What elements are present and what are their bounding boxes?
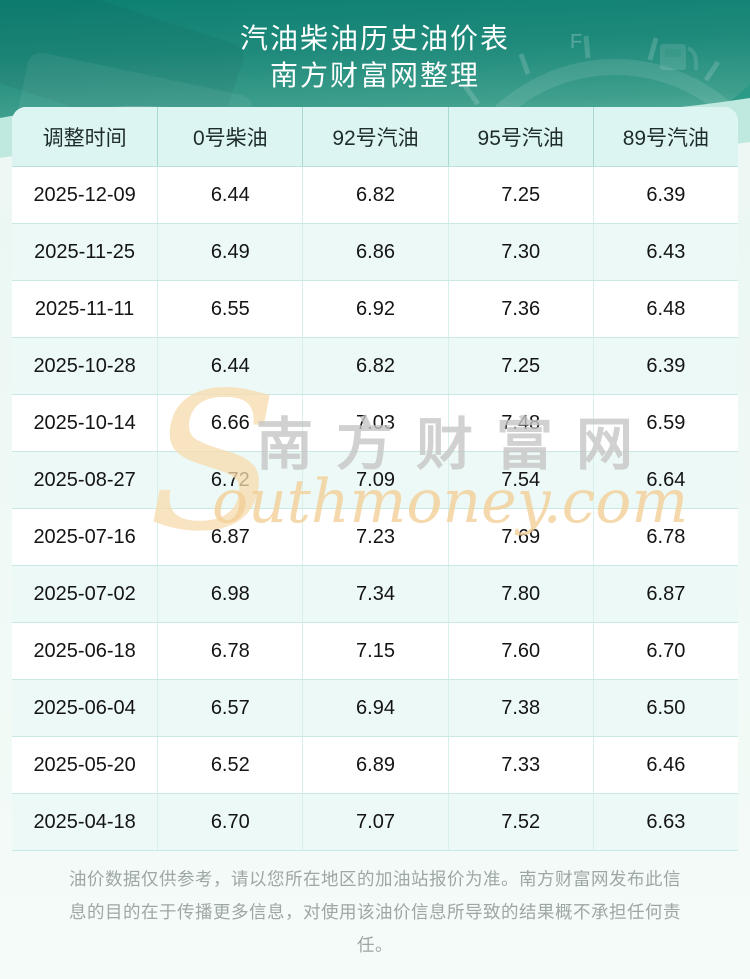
cell-price: 7.60: [447, 623, 593, 679]
cell-price: 7.33: [447, 737, 593, 793]
cell-price: 6.39: [592, 338, 738, 394]
column-header-gas89: 89号汽油: [592, 107, 738, 166]
cell-price: 6.63: [592, 794, 738, 850]
cell-price: 7.03: [302, 395, 447, 451]
cell-price: 6.70: [592, 623, 738, 679]
cell-price: 7.09: [302, 452, 447, 508]
cell-price: 6.92: [302, 281, 447, 337]
cell-price: 6.98: [157, 566, 302, 622]
cell-date: 2025-07-16: [33, 525, 136, 548]
disclaimer-text: 油价数据仅供参考，请以您所在地区的加油站报价为准。南方财富网发布此信息的目的在于…: [69, 869, 681, 955]
cell-price: 6.78: [592, 509, 738, 565]
table-row: 2025-11-25 6.49 6.86 7.30 6.43: [12, 224, 738, 281]
table-row: 2025-04-18 6.70 7.07 7.52 6.63: [12, 794, 738, 851]
table-row: 2025-10-14 6.66 7.03 7.48 6.59: [12, 395, 738, 452]
cell-price: 7.36: [447, 281, 593, 337]
cell-date: 2025-04-18: [33, 810, 136, 833]
cell-price: 7.25: [447, 167, 593, 223]
cell-date: 2025-12-09: [33, 183, 136, 206]
cell-price: 6.49: [157, 224, 302, 280]
cell-price: 7.07: [302, 794, 447, 850]
table-row: 2025-07-16 6.87 7.23 7.69 6.78: [12, 509, 738, 566]
cell-price: 6.70: [157, 794, 302, 850]
cell-price: 7.80: [447, 566, 593, 622]
cell-price: 6.48: [592, 281, 738, 337]
table-row: 2025-07-02 6.98 7.34 7.80 6.87: [12, 566, 738, 623]
table-header-row: 调整时间 0号柴油 92号汽油 95号汽油 89号汽油: [12, 107, 738, 167]
cell-price: 7.30: [447, 224, 593, 280]
cell-price: 7.54: [447, 452, 593, 508]
cell-price: 6.55: [157, 281, 302, 337]
table-row: 2025-08-27 6.72 7.09 7.54 6.64: [12, 452, 738, 509]
price-table: 调整时间 0号柴油 92号汽油 95号汽油 89号汽油 2025-12-09 6…: [12, 107, 738, 851]
cell-date: 2025-06-18: [33, 639, 136, 662]
column-header-diesel0: 0号柴油: [157, 107, 303, 166]
cell-price: 7.25: [447, 338, 593, 394]
cell-date: 2025-07-02: [33, 582, 136, 605]
table-row: 2025-05-20 6.52 6.89 7.33 6.46: [12, 737, 738, 794]
table-row: 2025-10-28 6.44 6.82 7.25 6.39: [12, 338, 738, 395]
table-body: 2025-12-09 6.44 6.82 7.25 6.39 2025-11-2…: [12, 167, 738, 851]
cell-price: 6.59: [592, 395, 738, 451]
cell-price: 7.34: [302, 566, 447, 622]
cell-price: 6.46: [592, 737, 738, 793]
cell-price: 6.44: [157, 338, 302, 394]
cell-price: 6.82: [302, 338, 447, 394]
cell-price: 6.52: [157, 737, 302, 793]
cell-price: 6.64: [592, 452, 738, 508]
svg-text:F: F: [570, 31, 582, 53]
cell-price: 6.43: [592, 224, 738, 280]
column-header-gas92: 92号汽油: [302, 107, 448, 166]
cell-price: 6.66: [157, 395, 302, 451]
cell-date: 2025-11-11: [34, 297, 135, 320]
page-subtitle: 南方财富网整理: [269, 60, 480, 91]
cell-date: 2025-06-04: [33, 696, 136, 719]
cell-price: 6.44: [157, 167, 302, 223]
column-header-date: 调整时间: [12, 107, 158, 166]
cell-price: 6.87: [592, 566, 738, 622]
cell-price: 6.78: [157, 623, 302, 679]
table-row: 2025-12-09 6.44 6.82 7.25 6.39: [12, 167, 738, 224]
table-row: 2025-06-18 6.78 7.15 7.60 6.70: [12, 623, 738, 680]
cell-date: 2025-10-14: [33, 411, 136, 434]
table-row: 2025-06-04 6.57 6.94 7.38 6.50: [12, 680, 738, 737]
cell-date: 2025-10-28: [33, 354, 136, 377]
cell-price: 7.69: [447, 509, 593, 565]
cell-price: 6.72: [157, 452, 302, 508]
cell-price: 6.89: [302, 737, 447, 793]
cell-price: 7.38: [447, 680, 593, 736]
page-title: 汽油柴油历史油价表: [239, 23, 510, 54]
cell-price: 6.86: [302, 224, 447, 280]
cell-price: 6.39: [592, 167, 738, 223]
cell-price: 6.87: [157, 509, 302, 565]
cell-date: 2025-08-27: [33, 468, 136, 491]
column-header-gas95: 95号汽油: [447, 107, 593, 166]
cell-price: 7.48: [447, 395, 593, 451]
cell-date: 2025-05-20: [33, 753, 136, 776]
cell-price: 6.57: [157, 680, 302, 736]
cell-price: 7.23: [302, 509, 447, 565]
cell-price: 6.82: [302, 167, 447, 223]
cell-price: 6.50: [592, 680, 738, 736]
cell-price: 7.52: [447, 794, 593, 850]
cell-price: 7.15: [302, 623, 447, 679]
cell-date: 2025-11-25: [34, 240, 135, 263]
cell-price: 6.94: [302, 680, 447, 736]
table-row: 2025-11-11 6.55 6.92 7.36 6.48: [12, 281, 738, 338]
